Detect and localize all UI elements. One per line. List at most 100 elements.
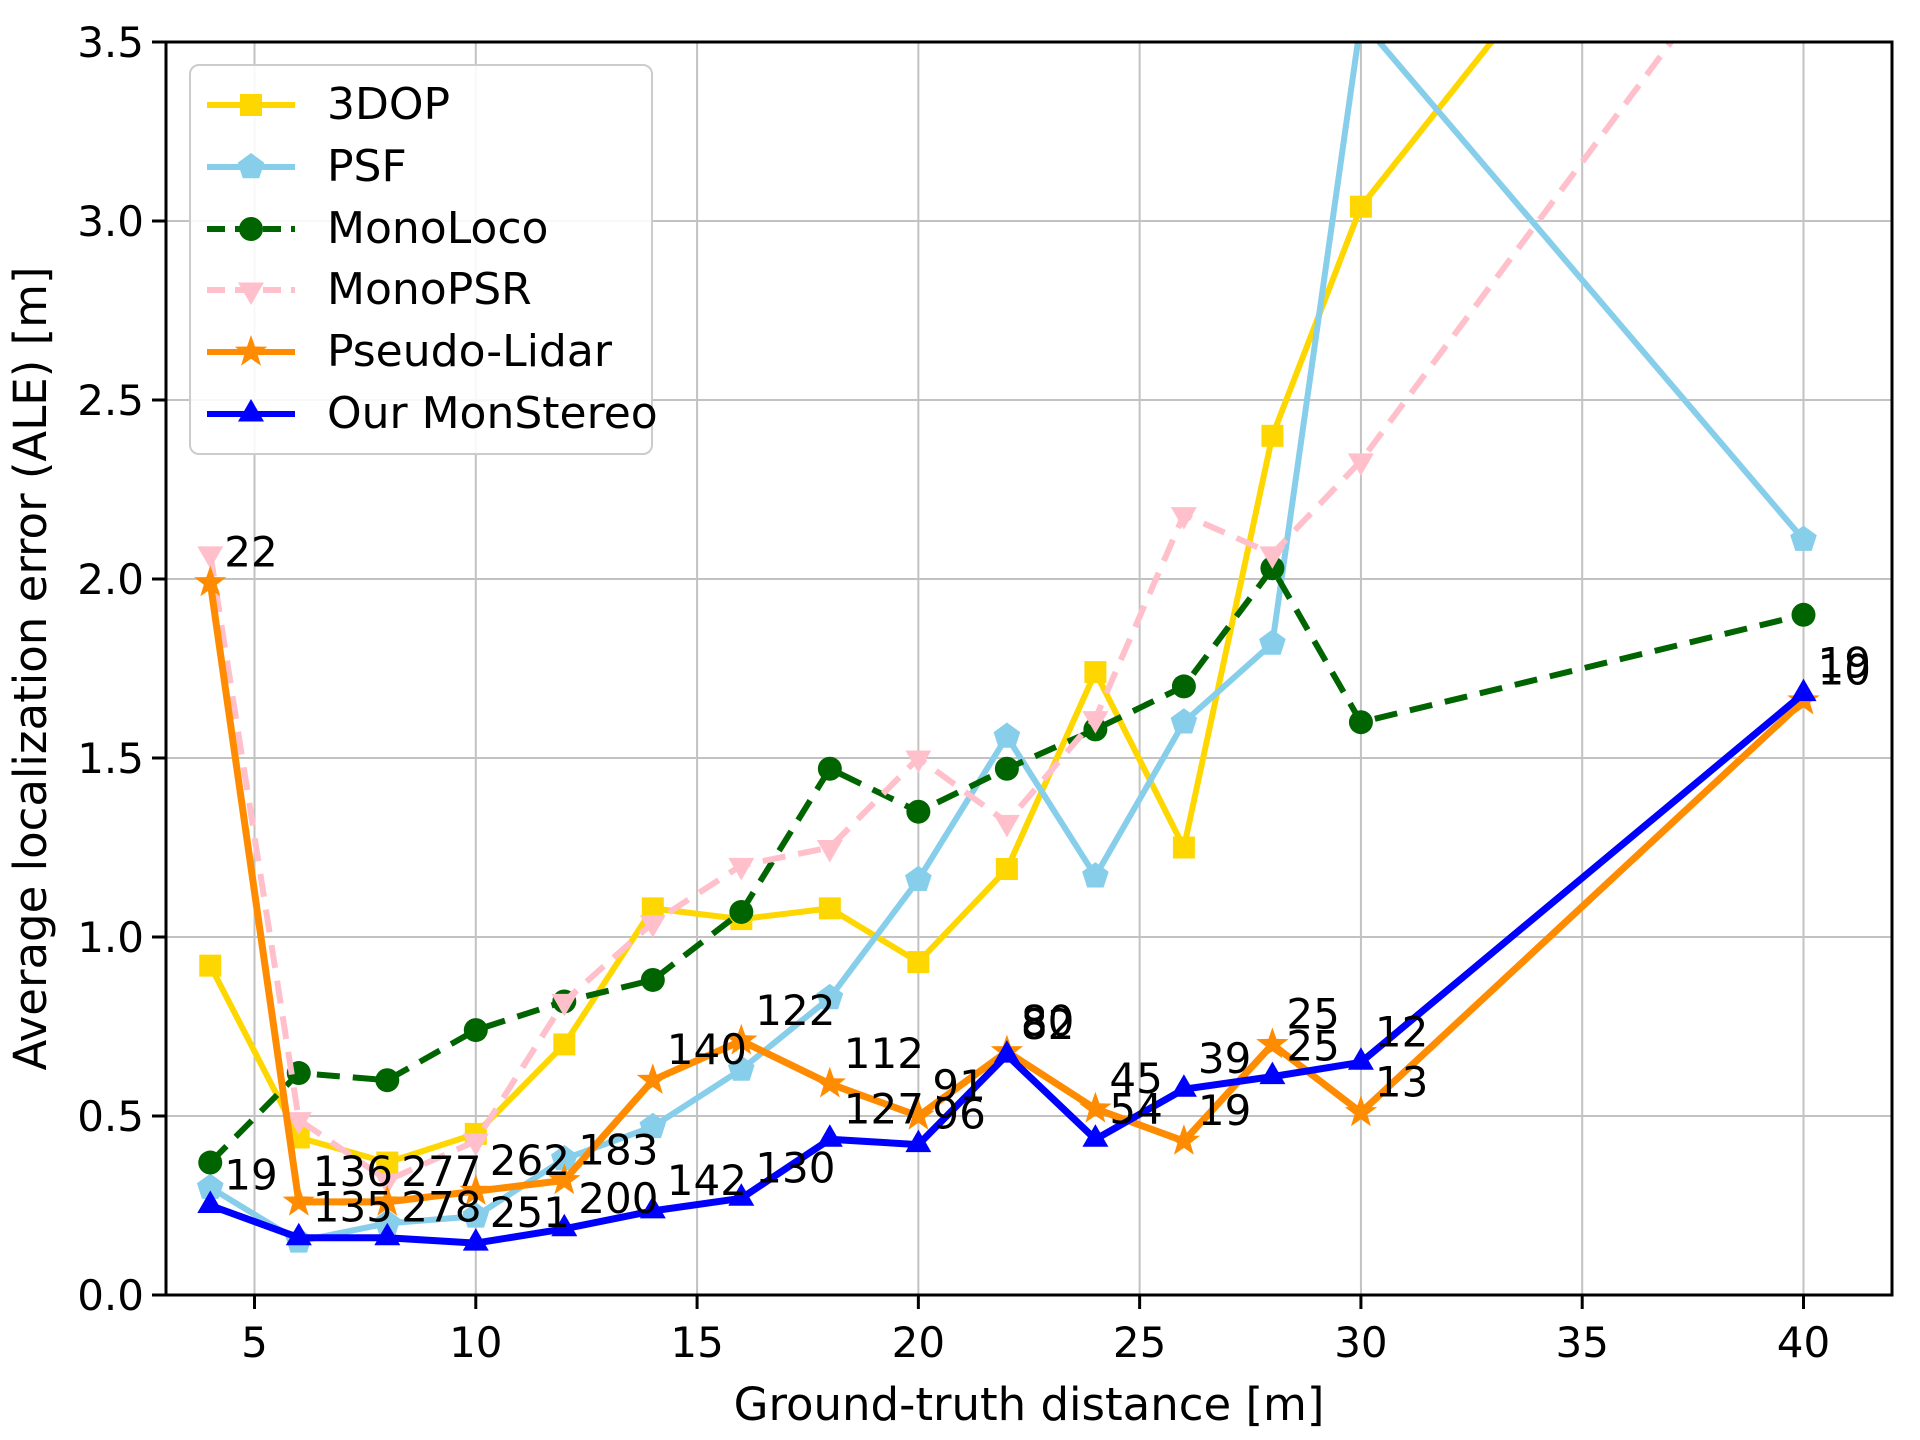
count-annotation: 54 <box>1109 1084 1162 1133</box>
count-annotation: 183 <box>578 1125 658 1174</box>
series-psf-marker <box>374 1209 401 1235</box>
count-annotation: 12 <box>1375 1007 1428 1056</box>
y-tick-label: 2.0 <box>77 555 144 604</box>
series-monoloco-marker <box>463 1018 488 1043</box>
series-monopsr-marker <box>551 993 578 1017</box>
y-tick-label: 3.5 <box>77 18 144 67</box>
3dop-legend-sample-icon <box>207 93 295 116</box>
count-annotation: 10 <box>1818 646 1871 695</box>
series-psf-marker <box>639 1112 667 1139</box>
count-annotation: 262 <box>490 1136 570 1185</box>
series-monoloco-marker <box>640 967 665 992</box>
series-our-monstereo-marker <box>639 1195 666 1219</box>
series-our-monstereo-marker <box>1259 1061 1286 1085</box>
series-monopsr-marker <box>816 840 843 863</box>
series-pseudo-lidar-marker <box>194 565 227 597</box>
series-pseudo-lidar-marker <box>371 1184 404 1216</box>
monoloco-legend-sample-icon <box>207 216 295 241</box>
count-annotation: 200 <box>578 1174 658 1223</box>
our-monstereo-legend-sample-icon <box>207 399 295 422</box>
count-annotation: 127 <box>844 1084 924 1133</box>
series-monoloco-marker <box>375 1068 400 1093</box>
series-pseudo-lidar-marker <box>548 1163 581 1195</box>
series-monopsr-marker <box>639 915 666 938</box>
series-3dop-marker <box>995 857 1018 880</box>
series-our-monstereo-marker <box>1170 1074 1197 1097</box>
count-annotation: 80 <box>1021 997 1074 1046</box>
series-3dop-marker <box>376 1151 399 1174</box>
series-pseudo-lidar-marker <box>459 1174 492 1205</box>
y-axis-label: Average localization error (ALE) [m] <box>4 266 57 1070</box>
count-annotation: 19 <box>1818 639 1871 688</box>
series-monopsr-marker <box>993 814 1020 838</box>
series-our-monstereo-marker <box>285 1222 312 1246</box>
legend-pseudo-lidar-marker <box>234 335 268 367</box>
series-monoloco-marker <box>1171 674 1196 699</box>
count-annotation: 96 <box>932 1090 985 1139</box>
legend-label: MonoLoco <box>327 202 549 254</box>
series-monoloco-marker <box>198 1150 223 1175</box>
count-annotation: 13 <box>1375 1057 1428 1106</box>
legend-label: PSF <box>327 140 407 192</box>
pseudo-lidar-legend-sample-icon <box>207 335 295 367</box>
count-annotation: 130 <box>755 1143 835 1192</box>
x-tick-label: 10 <box>449 1318 502 1367</box>
series-pseudo-lidar-marker <box>636 1063 669 1094</box>
count-annotation: 22 <box>224 528 277 577</box>
series-monoloco-marker <box>1348 710 1373 735</box>
count-annotation: 140 <box>667 1025 747 1074</box>
count-annotation: 112 <box>844 1029 924 1078</box>
series-3dop-marker <box>1261 424 1284 447</box>
x-tick-label: 35 <box>1555 1318 1608 1367</box>
legend-label: Our MonStereo <box>327 388 658 440</box>
legend-item-our-monstereo: Our MonStereo <box>191 383 658 445</box>
y-tick-label: 1.0 <box>77 913 144 962</box>
series-monoloco-marker <box>729 899 754 924</box>
count-annotation: 278 <box>401 1183 481 1232</box>
count-annotation: 25 <box>1286 1022 1339 1071</box>
count-annotation: 277 <box>401 1147 481 1196</box>
series-3dop-marker <box>1349 195 1372 218</box>
series-monopsr-marker <box>462 1133 489 1157</box>
legend-item-pseudo-lidar: Pseudo-Lidar <box>191 321 651 383</box>
series-psf-marker <box>905 865 932 891</box>
x-tick-label: 25 <box>1113 1318 1166 1367</box>
legend-item-monoloco: MonoLoco <box>191 198 651 260</box>
count-annotation: 19 <box>1198 1086 1251 1135</box>
x-axis-label: Ground-truth distance [m] <box>734 1378 1325 1431</box>
legend-monoloco-marker <box>239 216 263 241</box>
series-monoloco-marker <box>994 756 1019 781</box>
legend-label: Pseudo-Lidar <box>327 326 612 378</box>
y-tick-label: 3.0 <box>77 197 144 246</box>
y-tick-label: 2.5 <box>77 376 144 425</box>
series-psf-marker <box>728 1055 755 1081</box>
series-line-monopsr <box>207 42 1675 1184</box>
count-annotation: 39 <box>1198 1034 1251 1083</box>
count-annotation: 45 <box>1109 1054 1162 1103</box>
series-monopsr-marker <box>1259 546 1286 569</box>
series-monoloco-marker <box>817 756 842 781</box>
series-our-monstereo-marker <box>728 1183 755 1206</box>
count-annotation: 91 <box>932 1061 985 1110</box>
series-psf-marker <box>993 722 1021 748</box>
series-our-monstereo-marker <box>374 1222 401 1246</box>
legend-our-monstereo-marker <box>238 399 264 422</box>
series-psf-marker <box>551 1145 578 1171</box>
series-monopsr-marker <box>1170 507 1197 530</box>
series-pseudo-lidar-marker <box>1256 1027 1289 1059</box>
series-monopsr-marker <box>285 1112 312 1135</box>
x-tick-label: 40 <box>1777 1318 1830 1367</box>
series-monopsr-marker <box>728 857 755 881</box>
series-pseudo-lidar-marker <box>813 1066 846 1098</box>
count-annotation: 136 <box>313 1147 393 1196</box>
count-annotation: 135 <box>313 1183 393 1232</box>
series-monopsr-marker <box>374 1172 401 1196</box>
series-our-monstereo-marker <box>197 1190 224 1213</box>
y-tick-label: 1.5 <box>77 734 144 783</box>
psf-legend-sample-icon <box>207 152 295 179</box>
series-monopsr-marker <box>1347 453 1374 476</box>
series-monopsr-marker <box>197 546 224 569</box>
series-pseudo-lidar-marker <box>1167 1124 1201 1155</box>
